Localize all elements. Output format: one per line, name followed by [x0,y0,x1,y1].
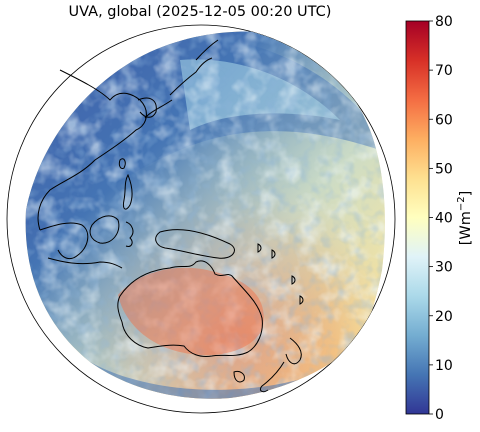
colorbar-tick-label: 60 [435,112,453,128]
coast-taiwan [118,158,126,169]
coast-philippines [123,173,133,210]
coast-hokkaido [195,39,219,61]
coast-east-asia [37,69,147,231]
coastlines [37,39,304,393]
coast-tasmania [233,371,245,383]
colorbar-scale [405,20,430,415]
coast-nz-north [285,337,302,365]
coast-new-guinea [155,229,235,259]
coast-sulawesi [125,221,134,247]
uva-field [25,31,385,399]
coast-japan [144,57,213,119]
coast-java [47,257,123,269]
colorbar-tick-label: 70 [435,63,453,79]
colorbar-unit-label: [Wm−2] [456,191,474,246]
coast-nz-south [259,361,285,393]
colorbar-tick-label: 10 [435,358,453,374]
coast-korea [137,97,157,118]
colorbar-tick-label: 40 [435,211,453,227]
colorbar: 0 10 20 30 40 50 60 70 80 [Wm−2] [405,14,474,423]
colorbar-tick-label: 30 [435,260,453,276]
coast-indochina [39,222,89,260]
colorbar-tick-label: 50 [435,161,453,177]
colorbar-tick-label: 20 [435,309,453,325]
colorbar-tick-label: 0 [435,407,444,423]
coast-island-2 [271,249,276,259]
coast-island-4 [299,295,304,305]
coast-island-3 [291,275,296,285]
coast-island-1 [257,243,262,253]
coast-australia [117,260,263,357]
colorbar-tick-label: 80 [435,14,453,30]
coast-borneo [89,215,120,244]
map-title: UVA, global (2025-12-05 00:20 UTC) [68,4,332,20]
